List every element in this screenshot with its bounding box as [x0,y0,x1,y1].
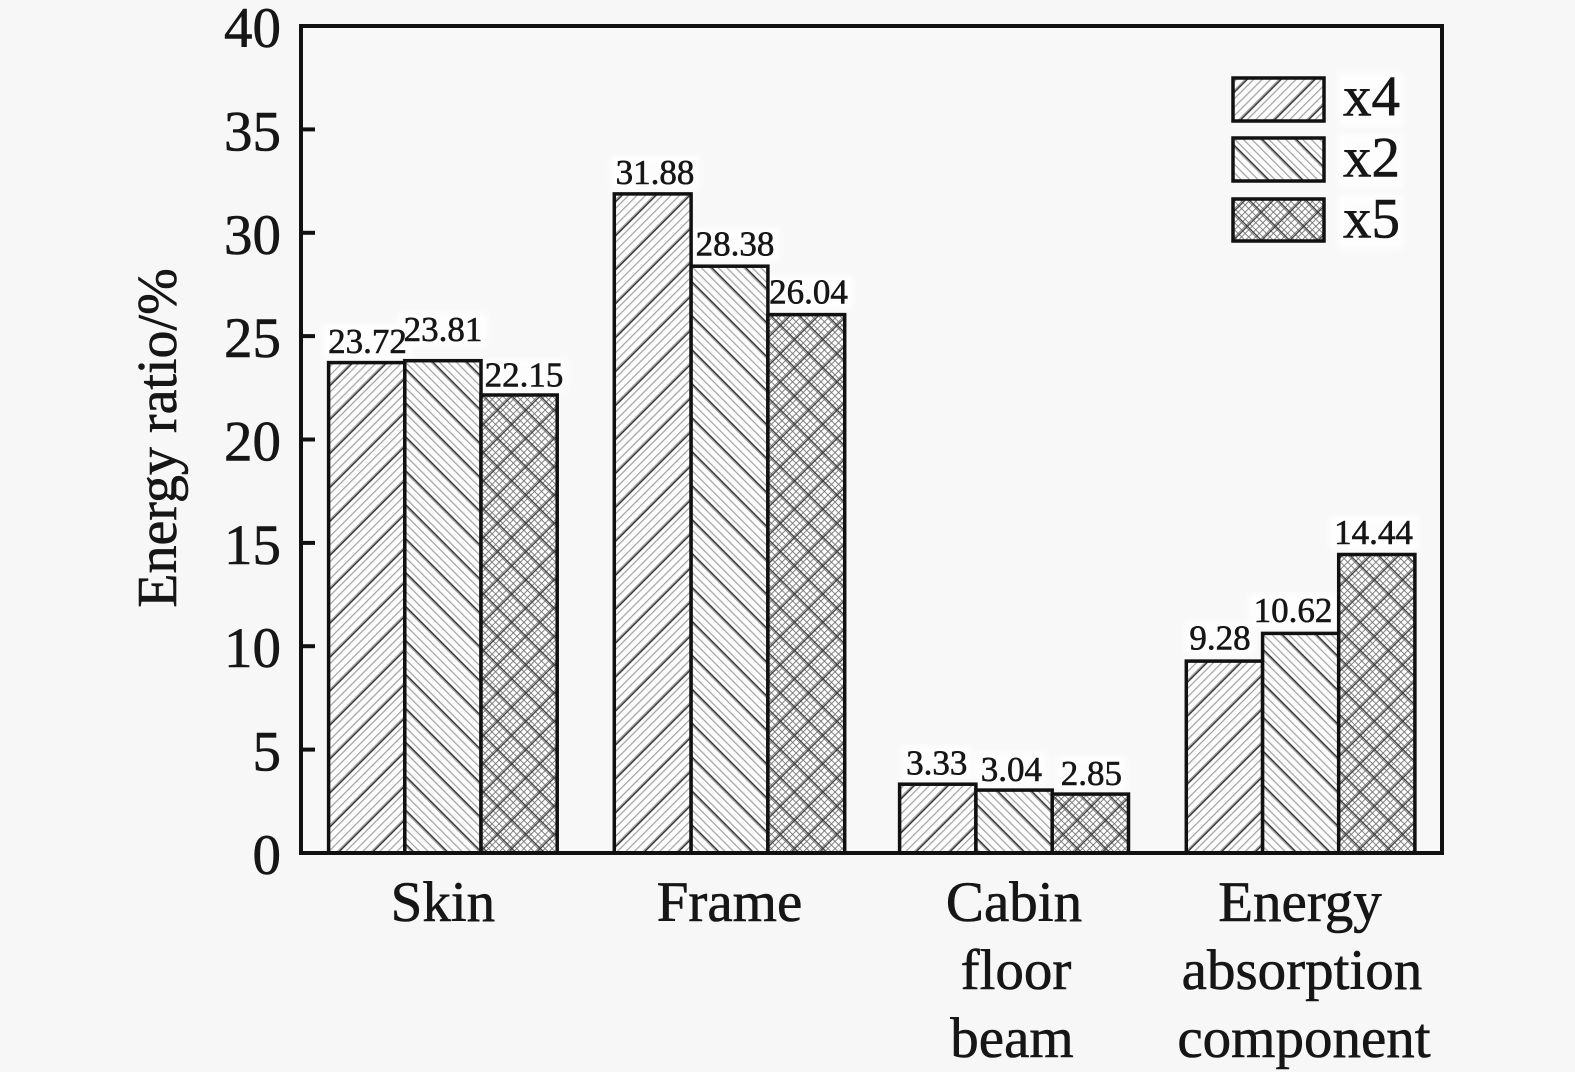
svg-text:31.88: 31.88 [616,153,695,192]
svg-text:Energy: Energy [1218,871,1382,934]
svg-text:22.15: 22.15 [485,356,564,395]
svg-text:25: 25 [224,307,281,370]
svg-text:10.62: 10.62 [1254,591,1333,630]
svg-text:23.72: 23.72 [328,322,407,361]
svg-text:x5: x5 [1343,188,1400,251]
svg-text:Skin: Skin [391,871,496,934]
svg-text:floor: floor [961,939,1072,1002]
svg-text:23.81: 23.81 [404,310,483,349]
svg-text:x4: x4 [1343,66,1400,129]
svg-text:3.04: 3.04 [981,750,1042,789]
svg-text:beam: beam [950,1007,1073,1070]
svg-text:10: 10 [224,617,281,680]
svg-text:15: 15 [224,514,281,577]
svg-text:40: 40 [224,0,281,60]
svg-text:20: 20 [224,411,281,474]
svg-text:Frame: Frame [657,871,803,934]
svg-text:2.85: 2.85 [1061,754,1122,793]
svg-text:26.04: 26.04 [769,273,848,312]
svg-text:0: 0 [253,824,282,887]
svg-text:9.28: 9.28 [1189,618,1250,657]
svg-text:absorption: absorption [1182,939,1423,1002]
svg-text:5: 5 [253,721,282,784]
svg-text:Energy ratio/%: Energy ratio/% [127,268,189,608]
svg-text:3.33: 3.33 [906,743,967,782]
svg-text:35: 35 [224,100,281,163]
svg-text:Cabin: Cabin [946,871,1082,934]
svg-text:14.44: 14.44 [1334,513,1413,552]
svg-text:30: 30 [224,204,281,267]
svg-text:28.38: 28.38 [696,225,775,264]
svg-text:x2: x2 [1343,127,1400,190]
svg-text:component: component [1177,1007,1430,1070]
